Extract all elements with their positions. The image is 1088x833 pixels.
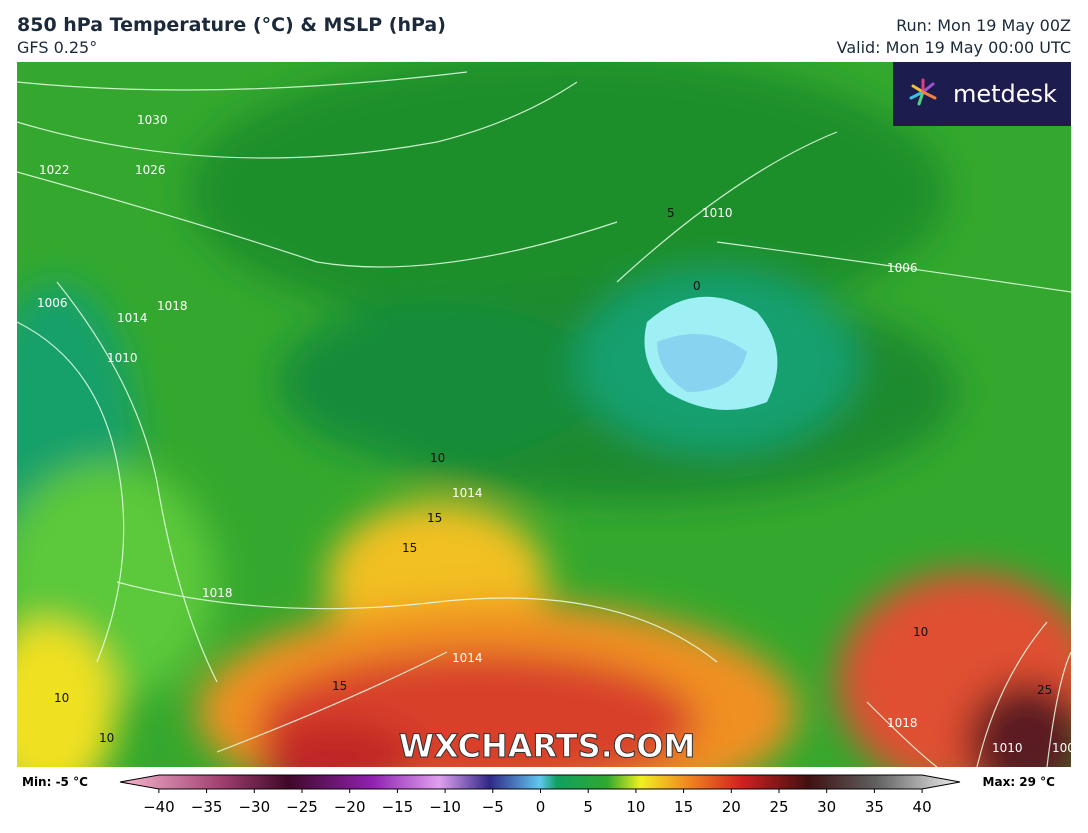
- colorbar-tick-label: 5: [583, 798, 593, 816]
- map-label: 25: [1037, 683, 1052, 697]
- map-label: 1006: [1052, 741, 1071, 755]
- map-label: 1014: [117, 311, 148, 325]
- title: 850 hPa Temperature (°C) & MSLP (hPa): [17, 14, 446, 36]
- map-label: 1014: [452, 486, 483, 500]
- colorbar-tick-label: −10: [429, 798, 461, 816]
- map-label: 1030: [137, 113, 168, 127]
- map: metdesk WXCHARTS.COM 1030102610221018101…: [17, 62, 1071, 767]
- map-label: 1010: [992, 741, 1023, 755]
- map-label: 1010: [702, 206, 733, 220]
- map-label: 15: [427, 511, 442, 525]
- map-label: 10: [54, 691, 69, 705]
- colorbar: Min: -5 °C Max: 29 °C −40 −35 −30 −25 −20 −15…: [22, 774, 1056, 816]
- colorbar-tick-label: 0: [536, 798, 546, 816]
- map-label: 15: [402, 541, 417, 555]
- model: GFS 0.25°: [17, 38, 98, 57]
- map-label: 1018: [157, 299, 188, 313]
- colorbar-tick-label: −15: [382, 798, 414, 816]
- watermark: WXCHARTS.COM: [399, 727, 696, 765]
- map-label: 1018: [202, 586, 233, 600]
- colorbar-tick-label: 25: [769, 798, 788, 816]
- colorbar-tick-label: 40: [913, 798, 932, 816]
- colorbar-tick-label: 10: [626, 798, 645, 816]
- map-label: 5: [667, 206, 675, 220]
- map-label: 1018: [887, 716, 918, 730]
- run: Run: Mon 19 May 00Z: [896, 16, 1071, 35]
- map-label: 1026: [135, 163, 166, 177]
- map-label: 1014: [452, 651, 483, 665]
- colorbar-tick-label: 35: [865, 798, 884, 816]
- map-label: 10: [913, 625, 928, 639]
- map-label: 1006: [37, 296, 68, 310]
- max-label: Max: 29 °C: [983, 775, 1056, 789]
- map-label: 1010: [107, 351, 138, 365]
- colorbar-tick-label: −25: [286, 798, 318, 816]
- map-label: 1006: [887, 261, 918, 275]
- colorbar-tick-label: 30: [817, 798, 836, 816]
- colorbar-tick-label: −35: [191, 798, 223, 816]
- colorbar-tick-label: −40: [143, 798, 175, 816]
- min-label: Min: -5 °C: [22, 775, 88, 789]
- colorbar-tick-label: −20: [334, 798, 366, 816]
- map-label: 10: [430, 451, 445, 465]
- logo-text: metdesk: [953, 80, 1057, 108]
- map-label: 1022: [39, 163, 70, 177]
- map-label: 10: [99, 731, 114, 745]
- colorbar-tick-label: −30: [238, 798, 270, 816]
- map-label: 15: [332, 679, 347, 693]
- colorbar-tick-label: 15: [674, 798, 693, 816]
- colorbar-tick-label: 20: [722, 798, 741, 816]
- map-label: 0: [693, 279, 701, 293]
- colorbar-tick-label: −5: [482, 798, 504, 816]
- valid: Valid: Mon 19 May 00:00 UTC: [836, 38, 1071, 57]
